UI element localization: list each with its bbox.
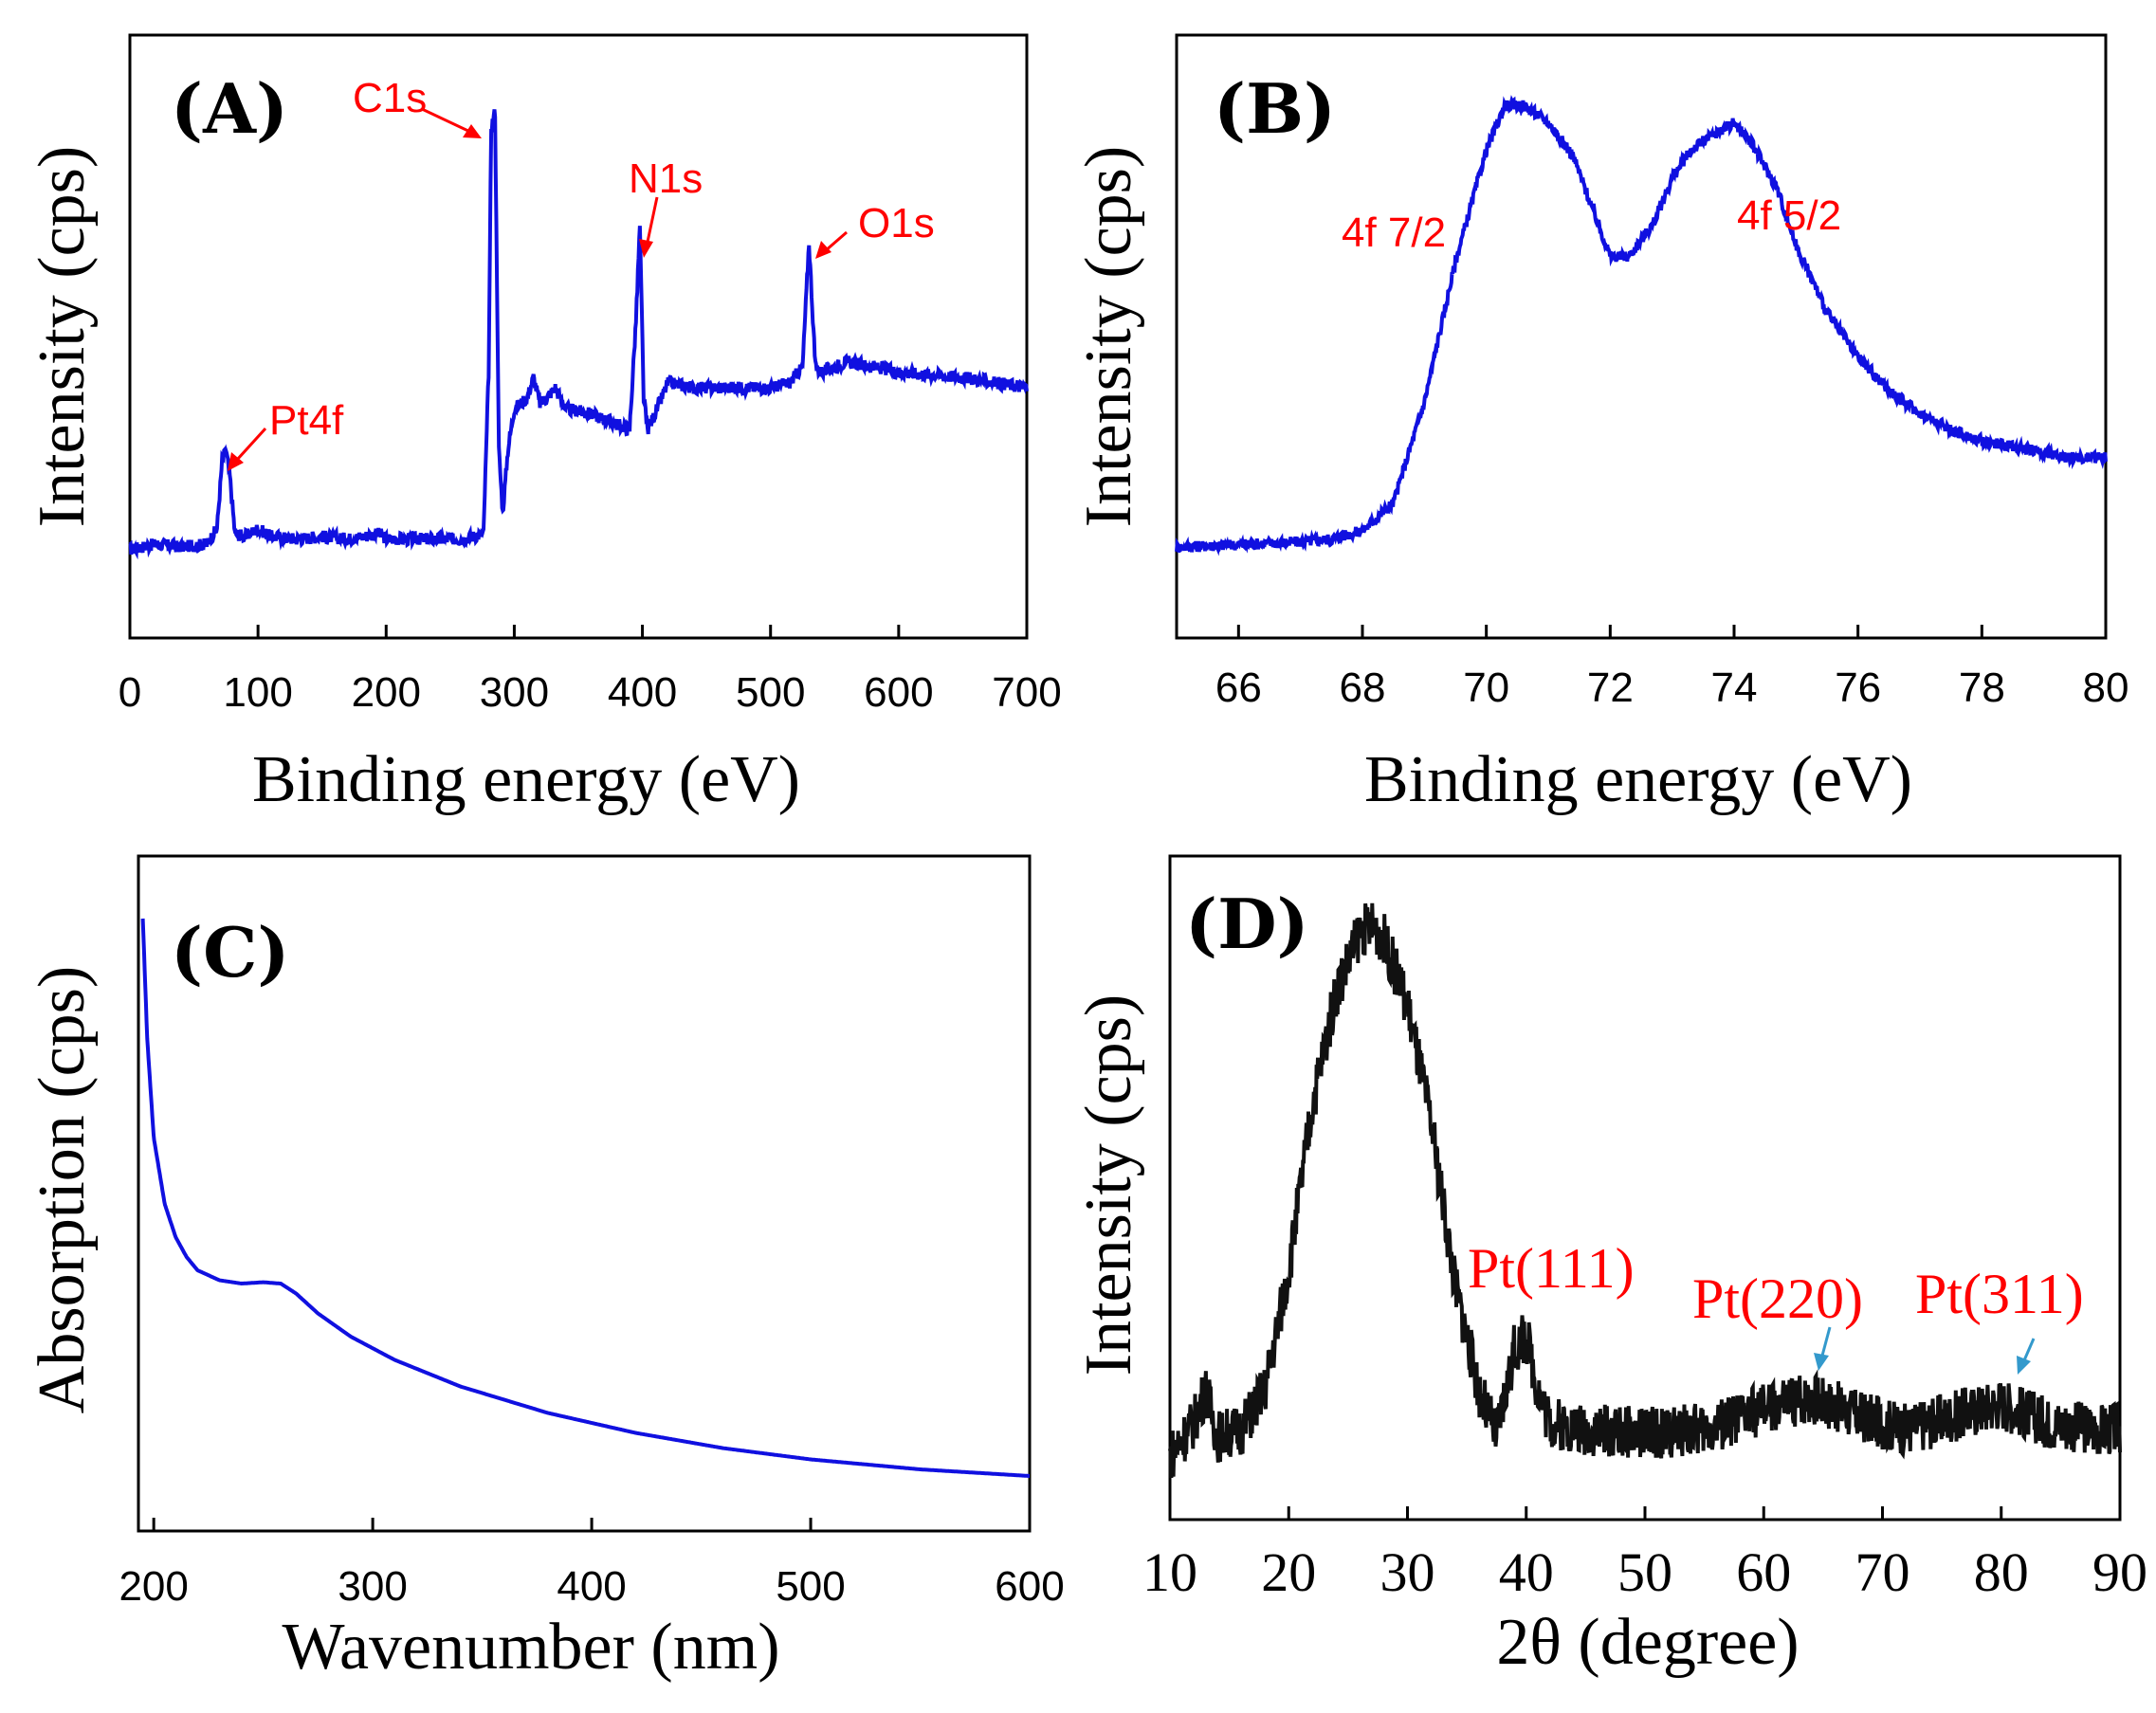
panel-b: (B) 66 68 70 72 74 76 78 80 4f 7/2 4f 5/2 Bindi… — [1072, 33, 2129, 816]
panel-d-xlabel: 2θ (degree) — [1496, 1606, 1799, 1679]
panel-a-xtick-label: 100 — [223, 669, 292, 716]
panel-c-letter: (C) — [171, 912, 289, 993]
panel-d-xtick-label: 40 — [1499, 1541, 1554, 1603]
panel-c-xtick-label: 300 — [338, 1563, 407, 1610]
panel-d-xtick-label: 20 — [1261, 1541, 1316, 1603]
panel-d-xtick-label: 50 — [1617, 1541, 1672, 1603]
panel-d-annotations: Pt(111) Pt(220) Pt(311) — [1468, 1237, 2084, 1375]
panel-b-xtick-label: 68 — [1340, 665, 1386, 711]
panel-d-pt311-label: Pt(311) — [1915, 1263, 2084, 1325]
panel-d-xtick-label: 60 — [1736, 1541, 1791, 1603]
panel-a-xlabel: Binding energy (eV) — [252, 743, 800, 816]
panel-b-xtick-label: 80 — [2083, 665, 2129, 711]
panel-b-4f52-label: 4f 5/2 — [1737, 192, 1841, 239]
panel-a-o1s-arrow-line — [824, 230, 848, 253]
panel-d-pt220-arrow-line — [1820, 1326, 1832, 1357]
panel-a-xtick-label: 400 — [608, 669, 677, 716]
panel-b-annotations: 4f 7/2 4f 5/2 — [1342, 192, 1841, 256]
panel-a-annotations: C1s N1s O1s Pt4f — [228, 75, 935, 471]
panel-a-xtick-label: 0 — [119, 669, 141, 716]
panel-d-xtick-label: 30 — [1380, 1541, 1435, 1603]
panel-d-pt111-label: Pt(111) — [1468, 1237, 1635, 1300]
panel-c-series-line — [140, 918, 1030, 1478]
panel-d-ticks: 10 20 30 40 50 60 70 80 90 — [1142, 1506, 2147, 1603]
panel-a-ticks: 0 100 200 300 400 500 600 700 — [119, 625, 1062, 716]
panel-b-letter: (B) — [1214, 68, 1336, 149]
panel-a-c1s-arrowhead — [463, 124, 482, 138]
panel-b-xtick-label: 74 — [1711, 665, 1758, 711]
panel-a-c1s-arrow-line — [421, 107, 473, 135]
panel-b-frame — [1175, 33, 2108, 640]
panel-b-xtick-label: 70 — [1463, 665, 1509, 711]
panel-a-n1s-arrowhead — [639, 239, 653, 258]
panel-a-pt4f-arrowhead — [228, 452, 244, 471]
panel-d-pt311-arrowhead — [2017, 1356, 2031, 1375]
panel-a: (A) 0 100 200 300 400 500 600 700 C1s N1s O1s P… — [26, 33, 1062, 816]
panel-b-series-line — [1175, 95, 2108, 556]
panel-a-pt4f-label: Pt4f — [269, 397, 344, 444]
panel-b-ticks: 66 68 70 72 74 76 78 80 — [1215, 625, 2129, 711]
panel-d-xtick-label: 70 — [1855, 1541, 1910, 1603]
panel-b-xtick-label: 66 — [1215, 665, 1262, 711]
panel-d-series-line — [1168, 902, 2122, 1478]
panel-a-pt4f-arrow-line — [235, 427, 267, 462]
panel-c-xtick-label: 400 — [557, 1563, 626, 1610]
panel-a-n1s-label: N1s — [629, 155, 703, 202]
panel-b-ylabel: Intensity (cps) — [1072, 146, 1145, 527]
panel-d-pt220-label: Pt(220) — [1692, 1267, 1863, 1330]
panel-a-xtick-label: 500 — [736, 669, 805, 716]
panel-c-xtick-label: 200 — [119, 1563, 188, 1610]
panel-d: (D) 10 20 30 40 50 60 70 80 90 Pt(111) Pt(220) P… — [1072, 854, 2147, 1679]
panel-a-c1s-label: C1s — [353, 75, 427, 121]
panel-d-xtick-label: 80 — [1974, 1541, 2029, 1603]
panel-c-ylabel: Absorption (cps) — [26, 966, 99, 1413]
panel-d-pt311-arrow-line — [2022, 1338, 2036, 1361]
panel-c-xlabel: Wavenumber (nm) — [283, 1611, 780, 1684]
panel-d-xtick-label: 10 — [1142, 1541, 1197, 1603]
panel-d-xtick-label: 90 — [2092, 1541, 2147, 1603]
panel-a-series-line — [128, 109, 1029, 560]
panel-d-pt220-arrowhead — [1814, 1353, 1829, 1371]
panel-a-xtick-label: 200 — [352, 669, 421, 716]
panel-c-frame — [137, 854, 1032, 1533]
panel-c-xtick-label: 600 — [995, 1563, 1064, 1610]
panel-a-letter: (A) — [171, 68, 288, 149]
panel-c-ticks: 200 300 400 500 600 — [119, 1518, 1065, 1610]
panel-d-ylabel: Intensity (cps) — [1072, 994, 1145, 1376]
panel-a-frame — [128, 33, 1029, 640]
panel-b-xtick-label: 72 — [1587, 665, 1634, 711]
panel-c-xtick-label: 500 — [776, 1563, 845, 1610]
panel-a-xtick-label: 700 — [992, 669, 1061, 716]
panel-c: (C) 200 300 400 500 600 Wavenumber (nm) Abso… — [26, 854, 1065, 1684]
panel-b-xlabel: Binding energy (eV) — [1364, 743, 1912, 816]
panel-a-o1s-label: O1s — [858, 200, 935, 246]
panel-d-letter: (D) — [1185, 884, 1309, 964]
panel-a-n1s-arrow-line — [646, 196, 659, 243]
panel-a-xtick-label: 300 — [480, 669, 549, 716]
panel-a-o1s-arrowhead — [815, 241, 831, 259]
panel-b-xtick-label: 76 — [1835, 665, 1881, 711]
panel-b-4f72-label: 4f 7/2 — [1342, 210, 1446, 256]
panel-a-xtick-label: 600 — [864, 669, 933, 716]
panel-b-xtick-label: 78 — [1959, 665, 2005, 711]
panel-a-ylabel: Intensity (cps) — [26, 146, 99, 527]
